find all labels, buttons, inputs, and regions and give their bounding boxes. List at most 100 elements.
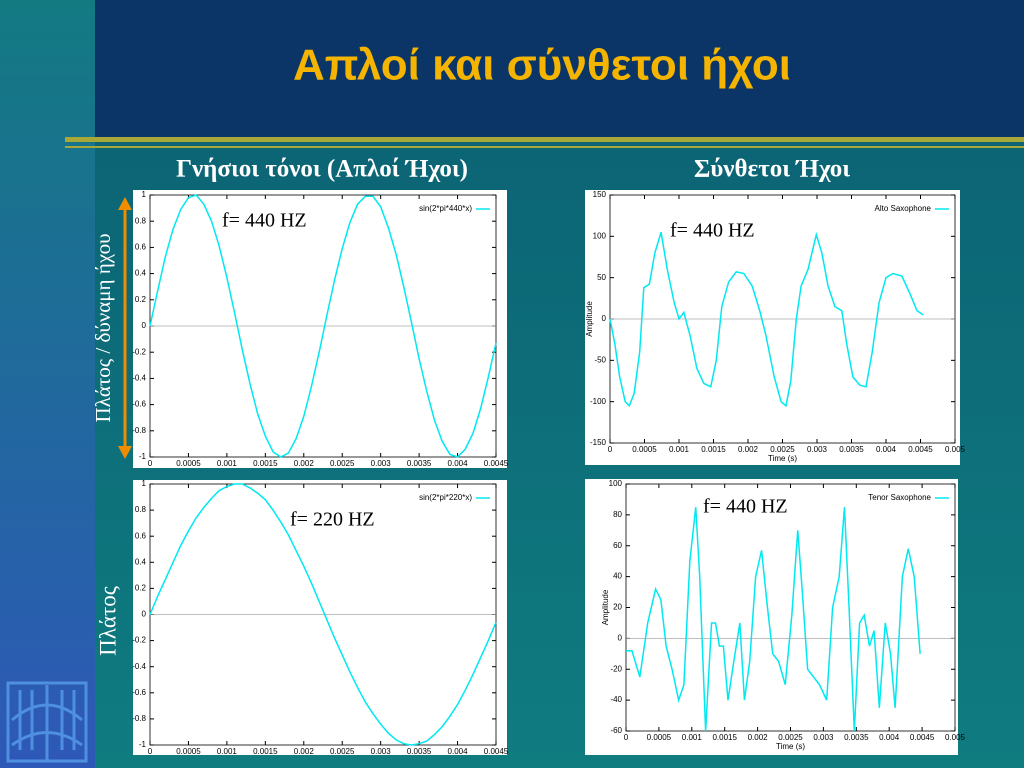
x-tick-label: 0.001 — [682, 733, 703, 742]
y-tick-label: -0.4 — [132, 662, 146, 671]
y-tick-label: 0 — [142, 610, 147, 619]
y-tick-label: 60 — [613, 541, 622, 550]
chart-panel — [585, 190, 960, 465]
y-tick-label: 1 — [142, 190, 147, 199]
x-tick-label: 0.0045 — [484, 747, 509, 756]
x-tick-label: 0.002 — [738, 445, 759, 454]
annotation: f= 440 HZ — [670, 220, 755, 242]
x-tick-label: 0 — [608, 445, 613, 454]
y-axis-label: Amplitude — [601, 589, 610, 625]
x-tick-label: 0 — [624, 733, 629, 742]
y-tick-label: 150 — [593, 190, 607, 199]
y-tick-label: -0.8 — [132, 426, 146, 435]
y-tick-label: 40 — [613, 572, 622, 581]
x-tick-label: 0.003 — [813, 733, 834, 742]
x-tick-label: 0.0045 — [908, 445, 933, 454]
y-tick-label: 0.2 — [135, 295, 147, 304]
x-tick-label: 0.003 — [371, 747, 392, 756]
y-tick-label: 0.6 — [135, 243, 147, 252]
y-tick-label: 20 — [613, 603, 622, 612]
x-axis-label: Time (s) — [768, 454, 797, 463]
y-tick-label: 0.8 — [135, 505, 147, 514]
x-tick-label: 0.004 — [448, 459, 469, 468]
x-tick-label: 0.001 — [217, 459, 238, 468]
y-tick-label: 0 — [618, 633, 623, 642]
x-tick-label: 0.0005 — [176, 747, 201, 756]
rule — [65, 137, 1024, 142]
y-tick-label: -0.2 — [132, 636, 146, 645]
y-tick-label: -60 — [610, 726, 622, 735]
x-tick-label: 0.0025 — [770, 445, 795, 454]
y-tick-label: -50 — [594, 355, 606, 364]
y-tick-label: 80 — [613, 510, 622, 519]
y-tick-label: -1 — [139, 740, 147, 749]
side-label: Πλάτος — [95, 586, 120, 656]
y-tick-label: -40 — [610, 695, 622, 704]
y-tick-label: 0.2 — [135, 584, 147, 593]
chart-panel — [585, 479, 958, 755]
right-heading: Σύνθετοι Ήχοι — [694, 156, 850, 183]
y-tick-label: -0.6 — [132, 400, 146, 409]
x-axis-label: Time (s) — [776, 742, 805, 751]
y-tick-label: -0.6 — [132, 688, 146, 697]
y-tick-label: -0.8 — [132, 714, 146, 723]
legend-label: sin(2*pi*440*x) — [419, 204, 472, 213]
x-tick-label: 0.003 — [807, 445, 828, 454]
x-tick-label: 0.0035 — [839, 445, 864, 454]
x-tick-label: 0.004 — [879, 733, 900, 742]
y-tick-label: 100 — [593, 231, 607, 240]
left-heading: Γνήσιοι τόνοι (Απλοί Ήχοι) — [176, 156, 468, 183]
x-tick-label: 0.0005 — [647, 733, 672, 742]
y-tick-label: 0.8 — [135, 216, 147, 225]
x-tick-label: 0.0025 — [330, 459, 355, 468]
title-band — [95, 0, 1024, 138]
y-axis-label: Amplitude — [585, 301, 594, 337]
y-tick-label: 0 — [602, 314, 607, 323]
x-tick-label: 0 — [148, 459, 153, 468]
side-label: Πλάτος / δύναμη ήχου — [91, 234, 115, 423]
x-tick-label: 0 — [148, 747, 153, 756]
y-tick-label: 0.4 — [135, 269, 147, 278]
x-tick-label: 0.004 — [876, 445, 897, 454]
x-tick-label: 0.0015 — [712, 733, 737, 742]
y-tick-label: 0 — [142, 321, 147, 330]
chart-panel — [133, 480, 507, 755]
x-tick-label: 0.0035 — [407, 747, 432, 756]
chart-panel — [133, 190, 507, 468]
annotation: f= 440 HZ — [703, 496, 788, 518]
x-tick-label: 0.002 — [748, 733, 769, 742]
x-tick-label: 0.001 — [669, 445, 690, 454]
x-tick-label: 0.0015 — [253, 747, 278, 756]
series-line — [149, 194, 497, 458]
annotation: f= 220 HZ — [290, 509, 375, 531]
amplitude-arrow — [118, 197, 132, 459]
y-tick-label: -20 — [610, 664, 622, 673]
logo — [6, 681, 88, 763]
x-tick-label: 0.005 — [945, 733, 966, 742]
slide-title: Απλοί και σύνθετοι ήχοι — [293, 41, 791, 90]
legend-label: sin(2*pi*220*x) — [419, 493, 472, 502]
rule — [65, 146, 1024, 148]
y-tick-label: -0.4 — [132, 374, 146, 383]
x-tick-label: 0.0005 — [176, 459, 201, 468]
y-tick-label: -150 — [590, 438, 607, 447]
series-line — [149, 483, 497, 746]
y-tick-label: 0.6 — [135, 531, 147, 540]
y-tick-label: 1 — [142, 479, 147, 488]
x-tick-label: 0.0045 — [484, 459, 509, 468]
x-tick-label: 0.0035 — [407, 459, 432, 468]
x-tick-label: 0.003 — [371, 459, 392, 468]
series-line — [609, 231, 924, 408]
x-tick-label: 0.0015 — [253, 459, 278, 468]
x-tick-label: 0.0025 — [330, 747, 355, 756]
y-tick-label: -100 — [590, 397, 607, 406]
x-tick-label: 0.002 — [294, 747, 315, 756]
x-tick-label: 0.0015 — [701, 445, 726, 454]
x-tick-label: 0.0045 — [910, 733, 935, 742]
y-tick-label: -1 — [139, 452, 147, 461]
series-line — [626, 507, 921, 732]
legend-label: Alto Saxophone — [875, 204, 932, 213]
x-tick-label: 0.0035 — [844, 733, 869, 742]
annotation: f= 440 HZ — [222, 210, 307, 232]
